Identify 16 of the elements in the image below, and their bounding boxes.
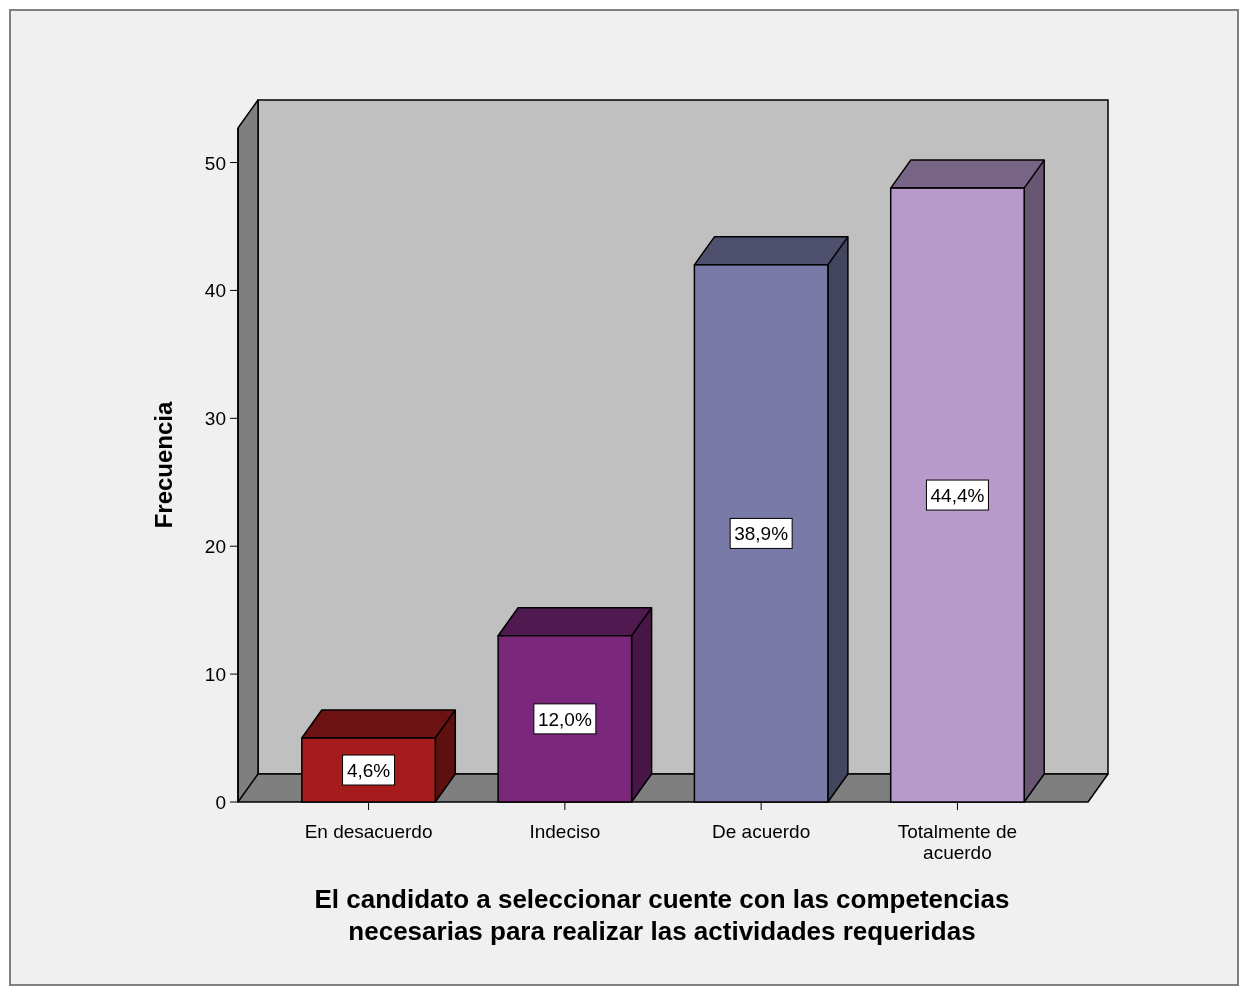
annotation: 38,9% [734, 523, 789, 545]
y-tick-label: 10 [204, 664, 226, 686]
x-tick-label: De acuerdo [712, 821, 811, 842]
annotation: 12,0% [537, 708, 592, 730]
annotation: 44,4% [930, 485, 985, 507]
x-tick-label: En desacuerdo [304, 821, 433, 842]
annotation: 4,6% [346, 760, 391, 782]
x-axis-title: El candidato a seleccionar cuente con las competencias necesarias para realizar las actividades requeridas [314, 884, 1010, 946]
y-tick-label: 40 [204, 280, 226, 302]
y-tick-label: 50 [204, 152, 226, 174]
y-tick-label: 0 [215, 792, 226, 813]
y-tick-label: 20 [204, 536, 226, 558]
y-axis-title: Frecuencia [150, 400, 177, 529]
y-tick-label: 30 [204, 408, 226, 430]
x-tick-label: Indeciso [529, 821, 601, 842]
x-tick-label: Totalmente de acuerdo [897, 821, 1018, 863]
